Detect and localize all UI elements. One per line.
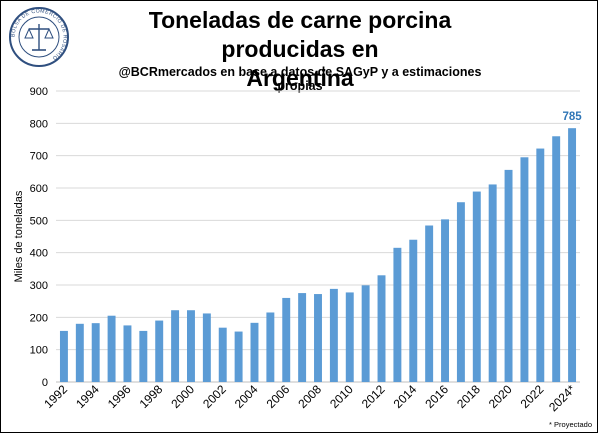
- bar-1994: [91, 323, 100, 382]
- bar-1997: [139, 330, 148, 382]
- bar-1992: [59, 330, 68, 382]
- x-tick-label-2014: 2014: [391, 382, 420, 411]
- bar-1998: [155, 320, 164, 382]
- chart-title: Toneladas de carne porcina producidas en…: [85, 6, 515, 93]
- bar-2003: [234, 331, 243, 382]
- bar-2023: [552, 136, 561, 382]
- y-tick-label-400: 400: [30, 248, 48, 260]
- bar-2002: [218, 327, 227, 382]
- y-tick-label-100: 100: [30, 345, 48, 357]
- bar-2021: [520, 157, 529, 382]
- x-tick-label-1996: 1996: [105, 382, 134, 411]
- x-tick-label-2012: 2012: [359, 382, 388, 411]
- y-tick-label-800: 800: [30, 118, 48, 130]
- x-tick-label-2000: 2000: [168, 382, 197, 411]
- y-tick-label-0: 0: [42, 377, 48, 389]
- bar-2000: [187, 310, 195, 382]
- bar-2011: [361, 285, 370, 382]
- y-tick-label-600: 600: [30, 183, 48, 195]
- bar-2012: [377, 275, 386, 382]
- y-tick-label-700: 700: [30, 151, 48, 163]
- bar-2016: [441, 219, 449, 382]
- x-tick-label-2010: 2010: [327, 382, 356, 411]
- bar-2015: [425, 225, 434, 382]
- bar-2005: [266, 312, 275, 382]
- bar-2024*: [568, 128, 577, 382]
- bar-1995: [107, 315, 116, 382]
- bar-2020: [504, 169, 513, 382]
- bar-2019: [488, 184, 497, 382]
- x-tick-label-1994: 1994: [73, 382, 102, 411]
- x-tick-label-2018: 2018: [454, 382, 483, 411]
- bar-1999: [171, 310, 180, 382]
- bar-2008: [314, 294, 322, 382]
- bar-1993: [75, 323, 84, 382]
- bar-2001: [202, 313, 211, 382]
- bar-2009: [329, 288, 338, 382]
- y-tick-label-200: 200: [30, 312, 48, 324]
- chart-title-line-2: Argentina: [246, 65, 354, 91]
- bar-2022: [536, 148, 545, 382]
- bcr-logo: BOLSA DE COMERCIO DE ROSARIO: [9, 7, 69, 67]
- bar-2017: [456, 202, 465, 382]
- x-tick-label-2004: 2004: [232, 382, 261, 411]
- x-tick-label-2020: 2020: [486, 382, 515, 411]
- y-axis-label: Miles de toneladas: [13, 190, 25, 282]
- x-tick-label-2008: 2008: [295, 382, 324, 411]
- bar-1996: [123, 325, 132, 382]
- x-tick-label-2002: 2002: [200, 382, 229, 411]
- y-tick-label-500: 500: [30, 215, 48, 227]
- bar-2013: [393, 247, 402, 382]
- x-tick-label-2016: 2016: [422, 382, 451, 411]
- x-tick-label-1998: 1998: [137, 382, 166, 411]
- x-tick-label-2024*: 2024*: [546, 382, 578, 414]
- bar-2018: [472, 191, 481, 382]
- bar-2010: [345, 292, 354, 382]
- footnote: * Proyectado: [549, 420, 592, 429]
- data-label-2024*: 785: [562, 111, 582, 123]
- bar-2006: [282, 297, 291, 382]
- bar-2004: [250, 322, 259, 382]
- x-tick-label-2006: 2006: [264, 382, 293, 411]
- bar-2007: [298, 293, 307, 382]
- y-tick-label-900: 900: [30, 86, 48, 98]
- chart-title-line-1: Toneladas de carne porcina producidas en: [148, 7, 452, 62]
- chart-subtitle: @BCRmercados en base a datos de SAGyP y …: [118, 65, 482, 93]
- bar-2014: [409, 239, 418, 382]
- x-tick-label-2022: 2022: [518, 382, 547, 411]
- y-tick-label-300: 300: [30, 280, 48, 292]
